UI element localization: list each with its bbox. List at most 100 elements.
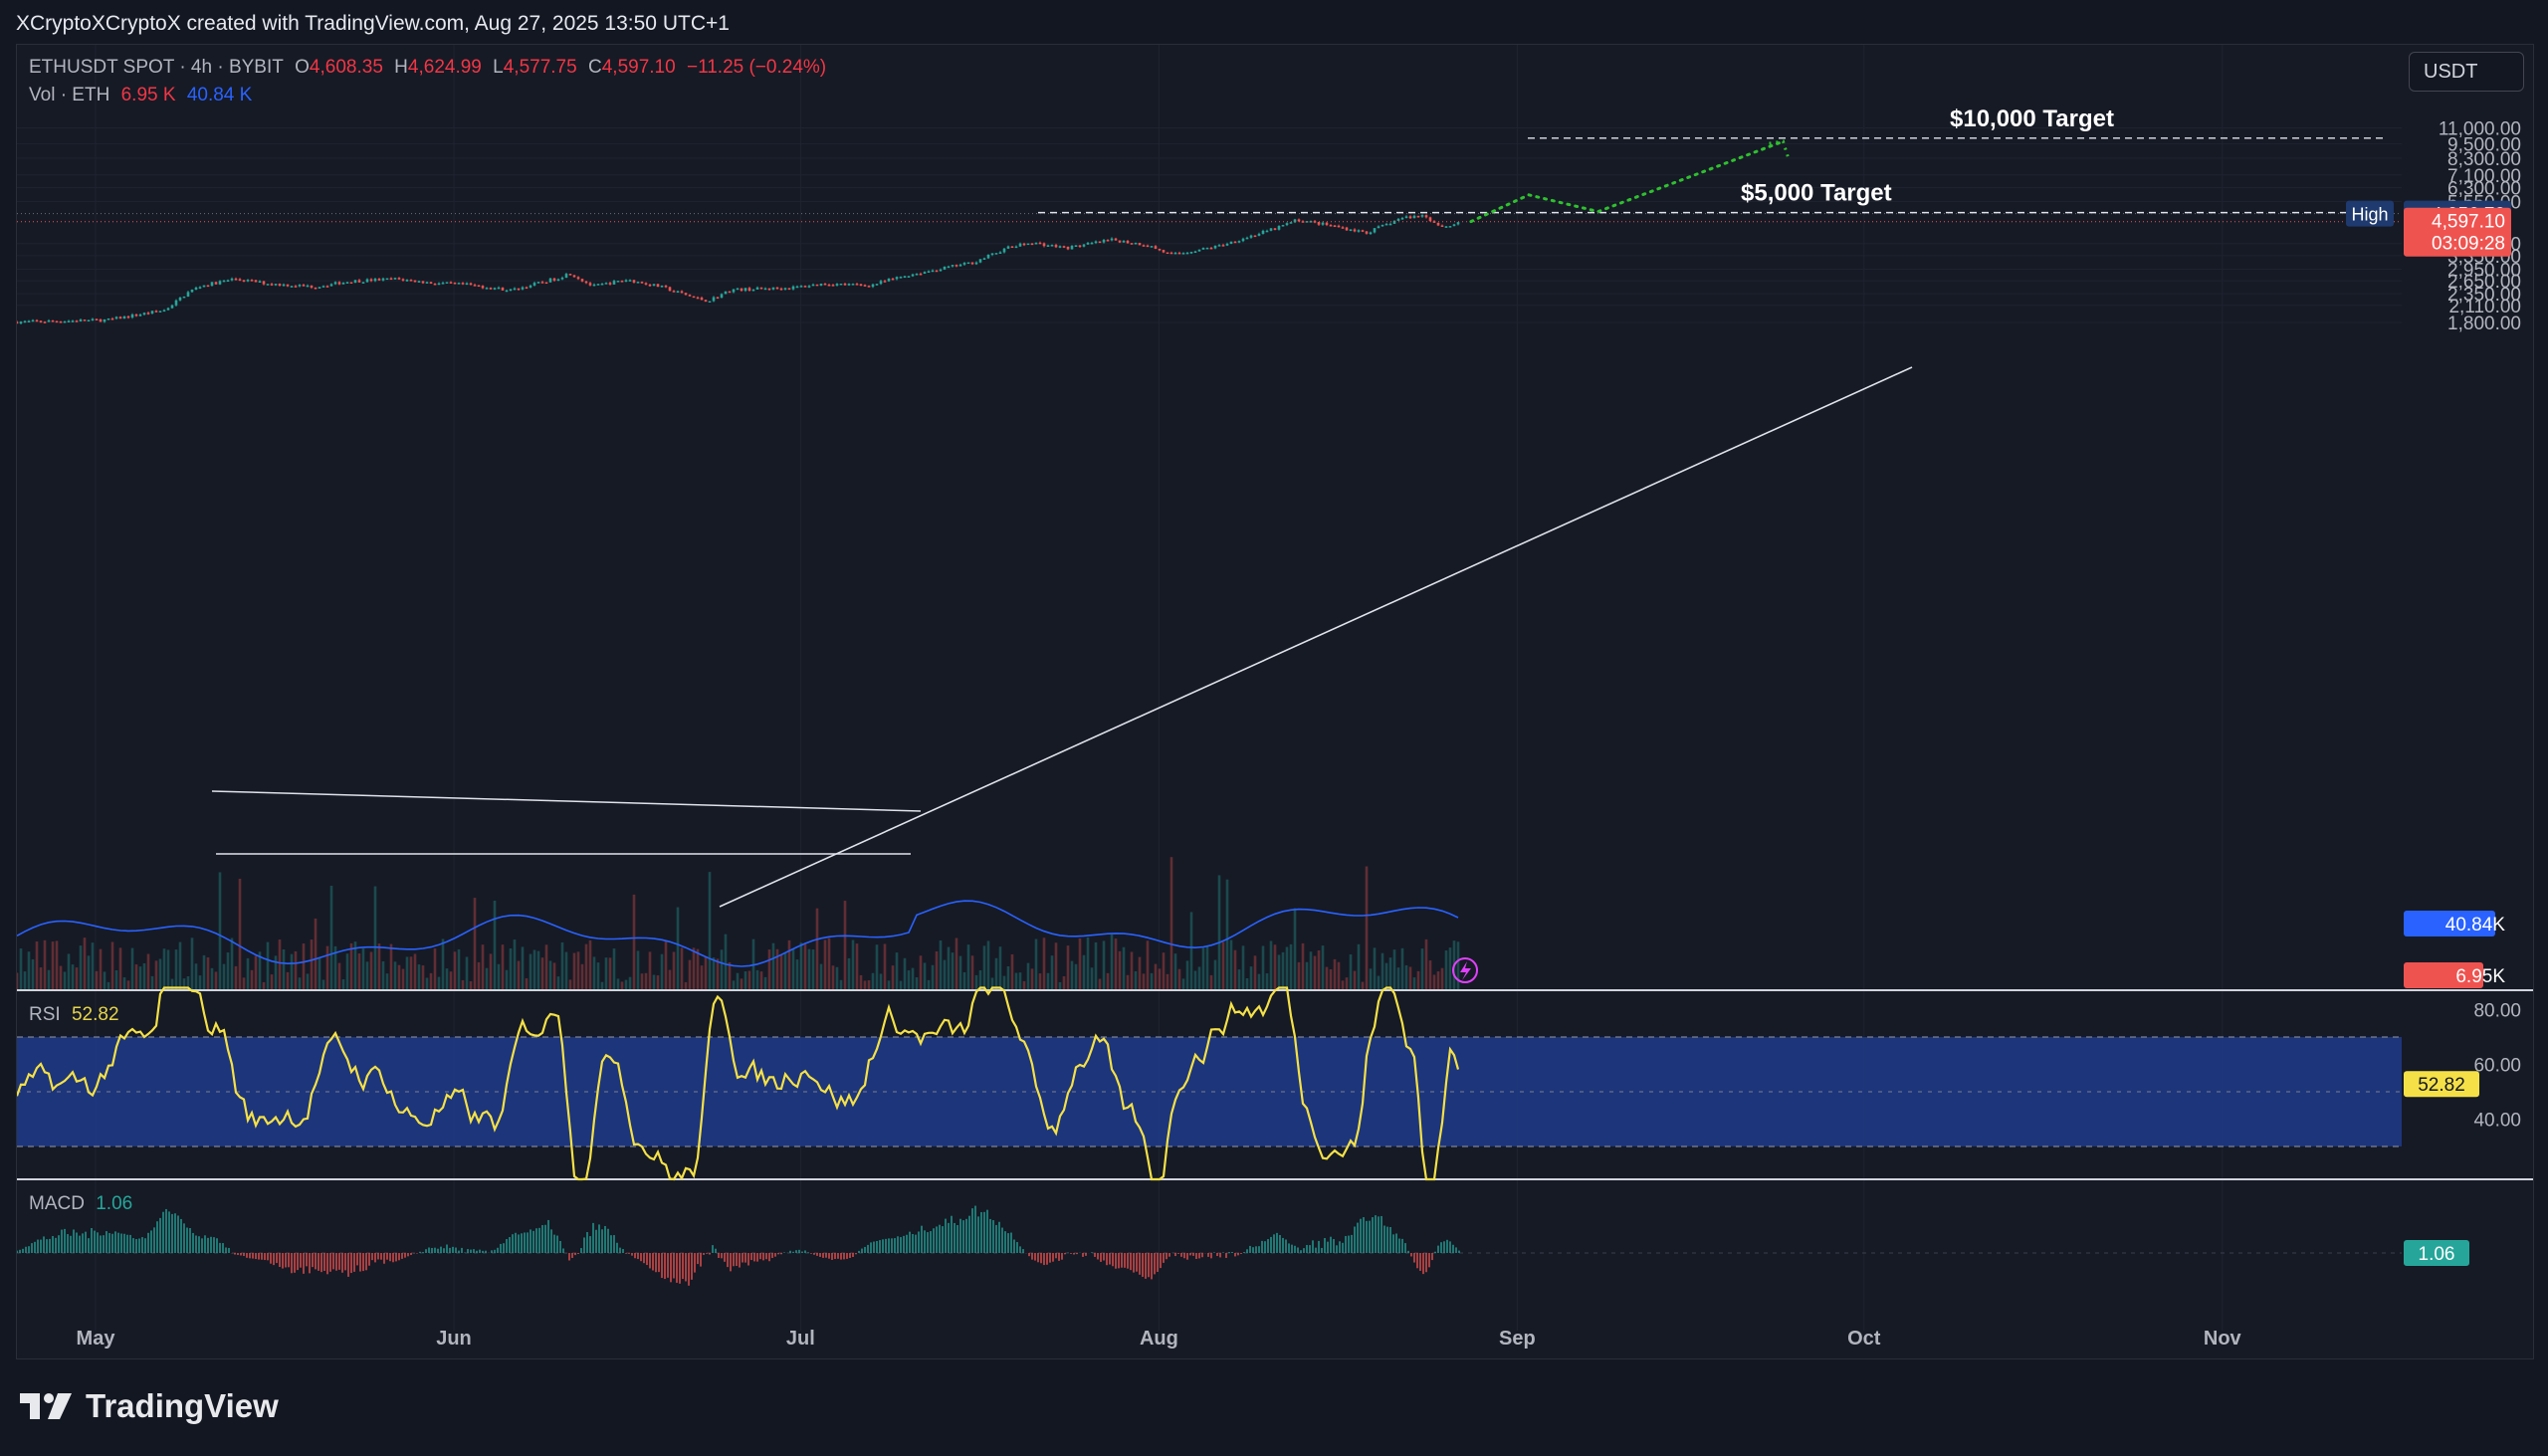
candle	[1297, 219, 1301, 222]
candle	[1233, 241, 1237, 244]
macd-histogram-bar	[1369, 1220, 1371, 1253]
symbol-label[interactable]: ETHUSDT SPOT · 4h · BYBIT	[29, 57, 284, 78]
macd-histogram-bar	[1022, 1249, 1024, 1253]
macd-histogram-bar	[222, 1243, 224, 1253]
macd-histogram-bar	[297, 1253, 299, 1271]
volume-bar	[166, 949, 170, 990]
candle	[839, 283, 843, 286]
volume-bar	[525, 978, 529, 990]
macd-histogram-bar	[888, 1238, 890, 1253]
candle	[935, 270, 939, 273]
macd-histogram-bar	[1300, 1250, 1302, 1253]
volume-bar	[302, 943, 306, 990]
macd-histogram-bar	[637, 1253, 639, 1260]
candle	[1265, 230, 1269, 233]
candle	[588, 283, 592, 286]
volume-bar	[676, 907, 680, 990]
volume-bar	[31, 958, 35, 990]
macd-histogram-bar	[965, 1218, 967, 1253]
volume-bar	[1377, 975, 1380, 990]
candle	[1289, 222, 1293, 224]
volume-bar	[1269, 940, 1273, 990]
macd-histogram-bar	[512, 1234, 514, 1253]
macd-histogram-bar	[1124, 1253, 1126, 1268]
volume-ma-value: 40.84 K	[186, 85, 253, 105]
volume-bar	[1241, 945, 1245, 990]
candle	[1373, 228, 1377, 233]
chart-canvas[interactable]: $5,000 Target $10,000 Target 11,000.009,50…	[17, 45, 2533, 1358]
candle	[337, 282, 341, 285]
volume-bar	[692, 947, 696, 990]
candle	[1154, 246, 1158, 249]
macd-histogram-bar	[1207, 1253, 1209, 1257]
macd-histogram-bar	[933, 1228, 935, 1253]
rsi-label[interactable]: RSI	[29, 1004, 61, 1025]
macd-histogram-bar	[1404, 1243, 1406, 1253]
candle	[676, 291, 680, 294]
candle	[1277, 226, 1281, 230]
volume-bar	[1357, 943, 1361, 990]
macd-histogram-bar	[550, 1229, 552, 1253]
chart-frame[interactable]: $5,000 Target $10,000 Target 11,000.00 9,50…	[16, 44, 2534, 1359]
macd-histogram-bar	[730, 1253, 732, 1272]
macd-label[interactable]: MACD	[29, 1193, 85, 1214]
volume-bar	[246, 957, 250, 990]
volume-bar	[27, 951, 31, 990]
candle	[469, 283, 473, 286]
macd-histogram-bar	[1160, 1253, 1162, 1269]
volume-bar	[652, 974, 656, 990]
volume-label[interactable]: Vol · ETH	[29, 85, 110, 105]
macd-histogram-bar	[1100, 1253, 1102, 1262]
candle	[827, 284, 831, 287]
candle	[87, 319, 91, 322]
candle	[648, 284, 652, 287]
macd-histogram-bar	[1303, 1248, 1305, 1253]
macd-histogram-bar	[1103, 1253, 1105, 1261]
volume-bar	[907, 970, 911, 990]
volume-bar	[564, 951, 568, 990]
volume-bar	[529, 953, 532, 990]
candle	[644, 283, 648, 285]
macd-histogram-bar	[150, 1230, 152, 1253]
macd-histogram-bar	[715, 1248, 717, 1253]
volume-bar	[962, 971, 966, 990]
macd-histogram-bar	[479, 1249, 481, 1253]
macd-histogram-bar	[613, 1235, 615, 1253]
macd-histogram-bar	[509, 1237, 511, 1253]
candle	[552, 278, 556, 281]
macd-histogram-bar	[1419, 1253, 1421, 1271]
candle	[564, 274, 568, 278]
volume-bar	[1094, 941, 1098, 990]
volume-bar	[986, 940, 990, 990]
volume-bar	[966, 944, 970, 990]
volume-bar	[536, 950, 540, 990]
candle	[759, 287, 763, 290]
volume-bar	[222, 963, 226, 990]
candle	[536, 282, 540, 284]
volume-bar	[409, 956, 413, 990]
macd-histogram-bar	[810, 1253, 812, 1254]
currency-button[interactable]: USDT	[2409, 52, 2524, 92]
macd-histogram-bar	[111, 1233, 113, 1253]
volume-bar	[1158, 968, 1162, 990]
volume-bar	[970, 955, 974, 990]
candle	[684, 293, 688, 296]
volume-bar	[1058, 981, 1062, 990]
volume-bar	[1404, 964, 1408, 990]
macd-histogram-bar	[524, 1232, 526, 1253]
candle	[1424, 215, 1428, 218]
volume-bar	[361, 948, 365, 990]
volume-bar	[1237, 969, 1241, 990]
price-axis-label: 2,110.00	[2448, 297, 2521, 317]
volume-bar	[919, 955, 923, 990]
candle	[405, 280, 409, 282]
volume-bar	[453, 951, 457, 990]
macd-histogram-bar	[353, 1253, 355, 1272]
candle	[672, 291, 676, 293]
volume-bar	[393, 961, 397, 990]
macd-histogram-bar	[168, 1211, 170, 1253]
macd-histogram-bar	[852, 1253, 854, 1257]
macd-histogram-bar	[951, 1215, 953, 1253]
macd-histogram-bar	[497, 1247, 499, 1253]
candle	[477, 285, 481, 288]
